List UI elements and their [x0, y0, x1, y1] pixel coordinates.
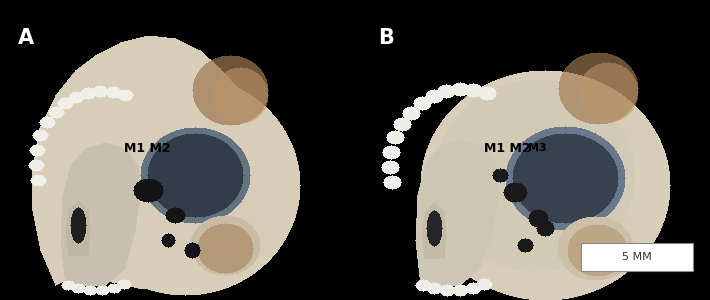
Text: B: B	[378, 28, 394, 48]
Text: M1 M2: M1 M2	[124, 142, 170, 154]
Text: 5 MM: 5 MM	[622, 252, 652, 262]
Text: M1 M2: M1 M2	[484, 142, 530, 154]
Text: M3: M3	[528, 143, 547, 153]
Text: A: A	[18, 28, 34, 48]
FancyBboxPatch shape	[581, 243, 693, 271]
